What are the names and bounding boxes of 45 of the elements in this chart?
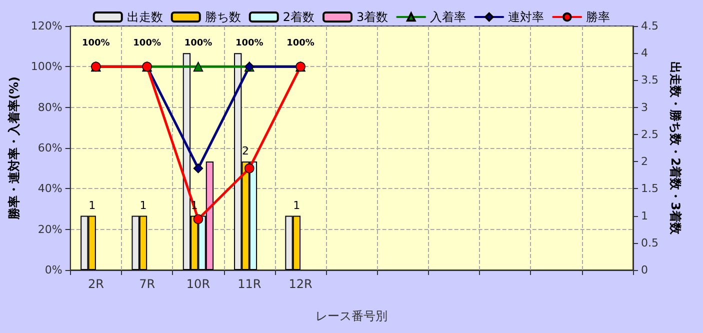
y-tick-label: 40% (38, 182, 62, 196)
x-tick-label: 2R (88, 277, 104, 291)
y2-tick-label: 2.5 (641, 128, 658, 141)
data-label: 100% (133, 38, 161, 48)
legend-label: 入着率 (430, 10, 466, 24)
data-label: 100% (184, 38, 212, 48)
data-label: 2 (242, 144, 250, 158)
legend-label: 連対率 (508, 10, 544, 24)
point (244, 163, 254, 174)
legend-label: 2着数 (282, 10, 315, 24)
legend-label: 勝ち数 (204, 10, 241, 24)
y2-tick-label: 1 (641, 209, 648, 222)
y-tick-label: 120% (30, 20, 62, 32)
y2-tick-label: 2 (641, 155, 648, 168)
point (193, 214, 204, 224)
y-axis-title: 勝率・連対率・入着率(%) (7, 76, 21, 220)
data-label: 100% (235, 38, 264, 48)
data-label: 100% (82, 38, 110, 48)
y2-tick-label: 3.5 (641, 74, 658, 87)
legend-label: 出走数 (126, 10, 163, 24)
x-tick-label: 7R (139, 277, 156, 291)
data-label: 100% (286, 38, 314, 48)
y2-tick-label: 3 (641, 100, 648, 114)
y2-tick-label: 0.5 (641, 236, 658, 250)
point (193, 163, 204, 174)
x-axis-title: レース番号別 (316, 309, 388, 323)
data-label: 1 (293, 198, 300, 212)
y-tick-label: 0% (44, 264, 62, 276)
data-label: 1 (88, 198, 96, 212)
y2-tick-label: 1.5 (641, 182, 658, 196)
x-tick-label: 10R (186, 277, 210, 291)
y-tick-label: 100% (30, 60, 62, 74)
y2-tick-label: 0 (641, 264, 648, 276)
y-tick-label: 80% (38, 100, 62, 114)
point (193, 62, 204, 72)
legend-label: 3着数 (356, 10, 388, 24)
data-label: 1 (140, 198, 147, 212)
y2-tick-label: 4.5 (641, 20, 658, 32)
x-tick-label: 11R (238, 277, 262, 291)
y-tick-label: 20% (38, 222, 62, 236)
y2-tick-label: 4 (641, 46, 648, 60)
y2-axis-title: 出走数・勝ち数・2着数・3着数 (668, 62, 682, 236)
y-tick-label: 60% (38, 142, 62, 154)
legend-label: 勝率 (586, 10, 610, 24)
x-tick-label: 12R (288, 277, 312, 291)
